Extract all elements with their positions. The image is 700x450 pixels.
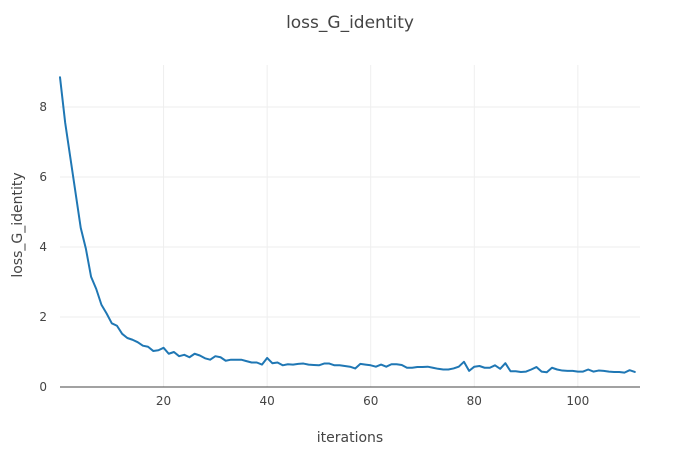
x-tick-label: 20 bbox=[156, 394, 171, 408]
y-tick-label: 2 bbox=[39, 310, 47, 324]
series-line bbox=[59, 76, 636, 374]
x-tick-label: 80 bbox=[467, 394, 482, 408]
x-gridlines bbox=[163, 65, 579, 387]
x-axis-title: iterations bbox=[317, 430, 383, 446]
y-tick-label: 4 bbox=[39, 240, 47, 254]
x-tick-labels: 20 40 60 80 100 bbox=[156, 394, 589, 408]
y-tick-labels: 0 2 4 6 8 bbox=[39, 100, 47, 394]
chart-title: loss_G_identity bbox=[286, 13, 414, 33]
y-gridlines bbox=[60, 106, 640, 318]
y-axis-title: loss_G_identity bbox=[10, 172, 26, 277]
y-tick-label: 6 bbox=[39, 170, 47, 184]
x-tick-label: 60 bbox=[363, 394, 378, 408]
x-tick-label: 100 bbox=[566, 394, 589, 408]
series-layer bbox=[59, 76, 636, 374]
y-tick-label: 8 bbox=[39, 100, 47, 114]
y-tick-label: 0 bbox=[39, 380, 47, 394]
x-tick-label: 40 bbox=[260, 394, 275, 408]
